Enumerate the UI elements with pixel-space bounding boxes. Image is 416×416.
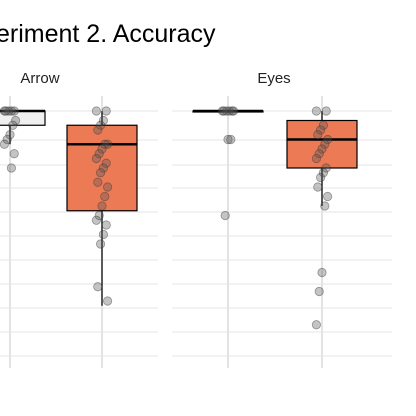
data-point bbox=[4, 106, 14, 116]
box-body bbox=[66, 124, 138, 212]
data-point bbox=[224, 106, 234, 116]
data-point bbox=[220, 210, 230, 221]
data-point bbox=[318, 168, 328, 178]
data-point bbox=[223, 134, 233, 145]
data-point bbox=[103, 296, 113, 306]
data-point bbox=[1, 106, 11, 116]
data-point bbox=[321, 163, 331, 173]
panel-background bbox=[172, 96, 392, 368]
data-point bbox=[94, 210, 104, 221]
data-point bbox=[315, 172, 326, 183]
data-point bbox=[97, 144, 107, 154]
data-point bbox=[219, 106, 229, 116]
data-point bbox=[314, 149, 324, 159]
data-point bbox=[91, 106, 102, 116]
data-point bbox=[311, 320, 321, 330]
data-point bbox=[96, 239, 106, 249]
data-point bbox=[217, 106, 227, 116]
data-point bbox=[8, 120, 18, 130]
data-point bbox=[91, 153, 102, 164]
data-point bbox=[5, 130, 15, 140]
data-point bbox=[314, 286, 324, 297]
data-point bbox=[103, 139, 113, 149]
box-body bbox=[286, 119, 358, 169]
data-point bbox=[101, 158, 111, 168]
data-point bbox=[321, 106, 331, 116]
data-point bbox=[9, 149, 19, 159]
data-point bbox=[0, 106, 9, 116]
data-point bbox=[311, 153, 321, 164]
data-point bbox=[96, 168, 106, 178]
data-point bbox=[227, 106, 237, 116]
data-point bbox=[311, 106, 321, 116]
data-point bbox=[0, 139, 9, 149]
data-point bbox=[320, 139, 330, 149]
data-point bbox=[93, 125, 103, 135]
data-point bbox=[313, 182, 323, 192]
data-point bbox=[226, 134, 236, 145]
data-point bbox=[101, 106, 111, 116]
data-point bbox=[313, 130, 323, 140]
facet-label-arrow: Arrow bbox=[20, 70, 60, 87]
data-point bbox=[93, 177, 103, 187]
data-point bbox=[322, 191, 333, 202]
data-point bbox=[100, 139, 110, 149]
data-point bbox=[315, 125, 326, 135]
data-point bbox=[101, 220, 111, 230]
data-point bbox=[9, 106, 19, 116]
data-point bbox=[97, 201, 107, 211]
data-point bbox=[6, 163, 16, 173]
data-point bbox=[100, 191, 110, 202]
facet-label-eyes: Eyes bbox=[257, 70, 291, 87]
data-point bbox=[2, 134, 12, 145]
data-point bbox=[320, 201, 330, 211]
data-point bbox=[222, 106, 232, 116]
data-point bbox=[94, 149, 104, 159]
data-point bbox=[98, 115, 109, 126]
data-point bbox=[322, 134, 333, 145]
data-point bbox=[318, 120, 328, 130]
data-point bbox=[11, 115, 21, 126]
data-point bbox=[98, 163, 109, 173]
chart-title: eriment 2. Accuracy bbox=[0, 20, 216, 48]
data-point bbox=[229, 106, 239, 116]
data-point bbox=[98, 229, 109, 240]
data-point bbox=[103, 182, 113, 192]
data-point bbox=[91, 215, 102, 225]
data-point bbox=[6, 106, 16, 116]
data-point bbox=[317, 144, 327, 154]
data-point bbox=[93, 282, 103, 292]
data-point bbox=[96, 120, 106, 130]
data-point bbox=[317, 267, 327, 278]
